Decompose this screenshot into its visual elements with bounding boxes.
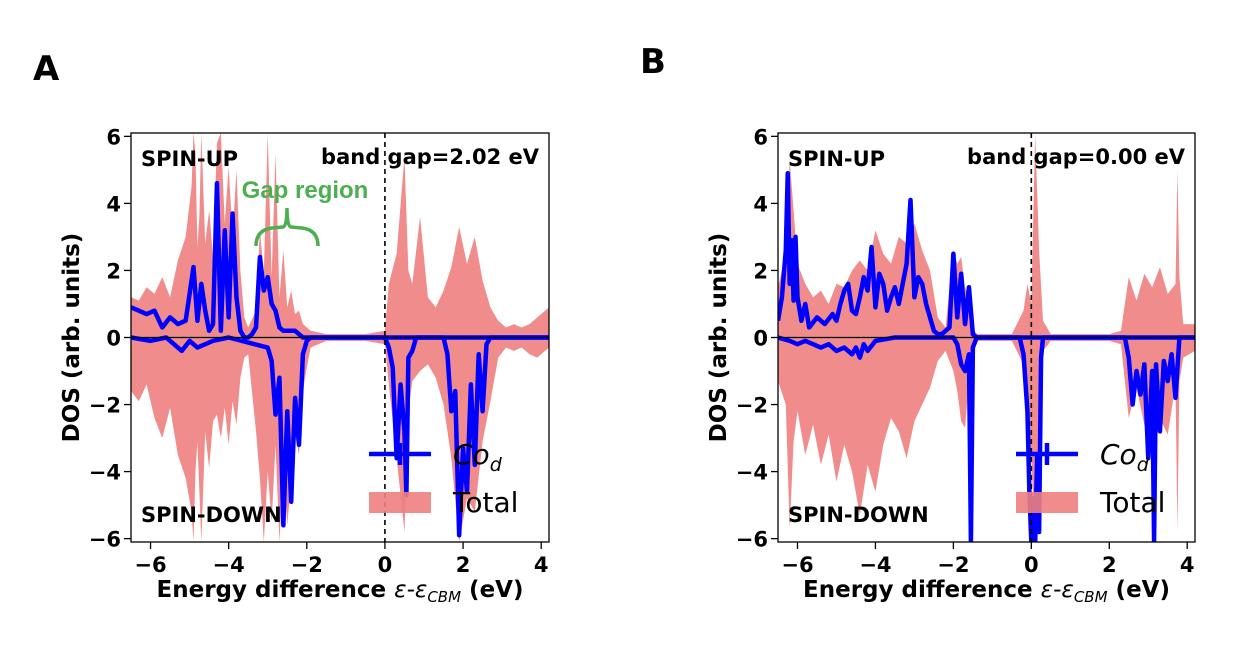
- series-total-spin-down: [131, 337, 549, 542]
- panel-label-a: A: [33, 49, 60, 89]
- legend: Cod Total: [369, 438, 518, 519]
- series-co-d-spin-down: [778, 335, 1195, 542]
- x-tick-label: −6: [134, 553, 166, 577]
- legend-total-label: Total: [1099, 486, 1165, 519]
- y-tick-label: −6: [736, 528, 768, 552]
- y-tick-label: 6: [106, 125, 121, 149]
- y-axis-ticks: −6 −4 −2 0 2 4 6: [89, 125, 131, 552]
- x-tick-label: 4: [534, 553, 549, 577]
- spin-down-label: SPIN-DOWN: [788, 503, 929, 527]
- y-tick-label: 4: [106, 192, 121, 216]
- y-axis-ticks: −6 −4 −2 0 2 4 6: [736, 125, 778, 552]
- legend-cod-label: Cod: [453, 438, 503, 476]
- y-tick-label: −2: [736, 394, 768, 418]
- y-tick-label: 4: [753, 192, 768, 216]
- panel-label-b: B: [640, 42, 666, 82]
- gap-region-brace: [254, 207, 320, 247]
- x-axis-label: Energy difference ε-εCBM (eV): [803, 577, 1170, 606]
- x-tick-label: 2: [1102, 553, 1117, 577]
- series-co-d-spin-up: [131, 181, 549, 340]
- y-tick-label: −4: [89, 461, 121, 485]
- y-tick-label: 6: [753, 125, 768, 149]
- gap-region-annotation: Gap region: [242, 177, 369, 247]
- legend: Cod Total: [1016, 438, 1165, 519]
- x-tick-label: −4: [213, 553, 245, 577]
- legend-total-swatch: [1016, 492, 1078, 513]
- legend-total-label: Total: [452, 486, 518, 519]
- y-tick-label: 0: [753, 327, 768, 351]
- x-tick-label: 4: [1180, 553, 1195, 577]
- spin-up-label: SPIN-UP: [788, 147, 885, 171]
- x-tick-label: 2: [456, 553, 471, 577]
- spin-up-label: SPIN-UP: [141, 147, 238, 171]
- dos-chart-b: −6 −4 −2 0 2 4 −6 −4 −2 0 2 4 6 Energy difference ε…: [706, 125, 1196, 606]
- y-tick-label: −4: [736, 461, 768, 485]
- x-tick-label: −6: [781, 553, 813, 577]
- y-tick-label: −2: [89, 394, 121, 418]
- x-tick-label: −4: [859, 553, 891, 577]
- series-total-spin-down: [778, 337, 1195, 542]
- y-axis-label: DOS (arb. units): [59, 233, 85, 443]
- x-tick-label: 0: [1024, 553, 1039, 577]
- x-axis-ticks: −6 −4 −2 0 2 4: [134, 542, 548, 577]
- dos-chart-a: −6 −4 −2 0 2 4 −6 −4 −2 0 2 4 6 Energy difference ε…: [59, 125, 550, 606]
- series-co-d-spin-up: [778, 170, 1195, 340]
- gap-region-label: Gap region: [242, 177, 369, 204]
- y-tick-label: 0: [106, 327, 121, 351]
- x-axis-ticks: −6 −4 −2 0 2 4: [781, 542, 1195, 577]
- y-tick-label: −6: [89, 528, 121, 552]
- y-tick-label: 2: [753, 259, 768, 283]
- cod-dos-lines: [778, 170, 1195, 542]
- legend-total-swatch: [369, 492, 431, 513]
- band-gap-label: band gap=2.02 eV: [321, 145, 540, 169]
- x-axis-label: Energy difference ε-εCBM (eV): [157, 577, 524, 606]
- x-tick-label: 0: [378, 553, 393, 577]
- y-tick-label: 2: [106, 259, 121, 283]
- x-tick-label: −2: [291, 553, 323, 577]
- band-gap-label: band gap=0.00 eV: [967, 145, 1186, 169]
- x-tick-label: −2: [937, 553, 969, 577]
- spin-down-label: SPIN-DOWN: [141, 503, 282, 527]
- legend-cod-label: Cod: [1100, 438, 1150, 476]
- y-axis-label: DOS (arb. units): [706, 233, 732, 443]
